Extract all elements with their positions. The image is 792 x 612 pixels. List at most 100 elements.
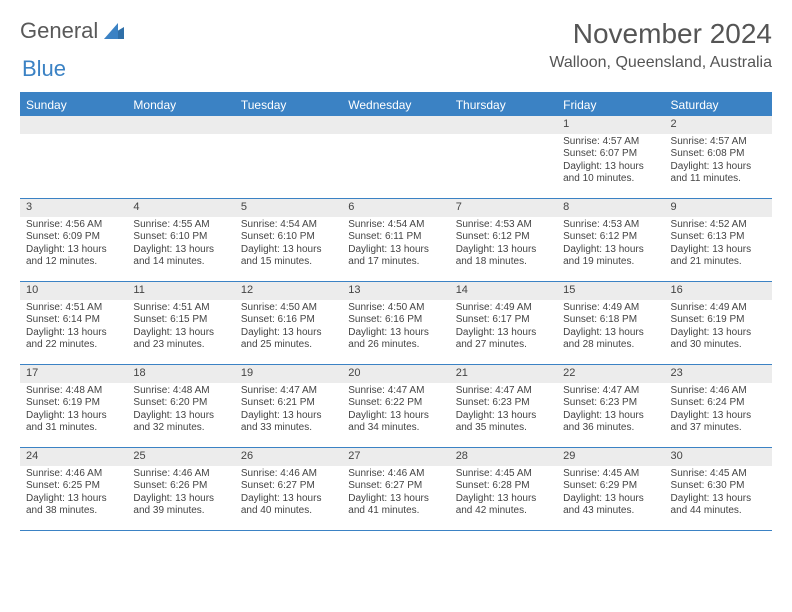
sunrise-text: Sunrise: 4:48 AM [133,385,228,398]
daylight-text: Daylight: 13 hours and 12 minutes. [26,244,121,269]
sunrise-text: Sunrise: 4:47 AM [348,385,443,398]
daylight-text: Daylight: 13 hours and 39 minutes. [133,493,228,518]
day-body: Sunrise: 4:47 AMSunset: 6:21 PMDaylight:… [235,383,342,439]
daylight-text: Daylight: 13 hours and 33 minutes. [241,410,336,435]
day-number: 14 [450,282,557,300]
day-number: 23 [665,365,772,383]
daylight-text: Daylight: 13 hours and 21 minutes. [671,244,766,269]
day-number: 20 [342,365,449,383]
sunset-text: Sunset: 6:29 PM [563,480,658,493]
day-cell [342,116,449,198]
day-number [20,116,127,134]
day-body: Sunrise: 4:46 AMSunset: 6:26 PMDaylight:… [127,466,234,522]
week-row: 3Sunrise: 4:56 AMSunset: 6:09 PMDaylight… [20,199,772,282]
day-cell: 6Sunrise: 4:54 AMSunset: 6:11 PMDaylight… [342,199,449,281]
day-number: 18 [127,365,234,383]
week-row: 1Sunrise: 4:57 AMSunset: 6:07 PMDaylight… [20,116,772,199]
day-number: 24 [20,448,127,466]
day-body: Sunrise: 4:51 AMSunset: 6:14 PMDaylight:… [20,300,127,356]
daylight-text: Daylight: 13 hours and 32 minutes. [133,410,228,435]
day-cell: 20Sunrise: 4:47 AMSunset: 6:22 PMDayligh… [342,365,449,447]
daylight-text: Daylight: 13 hours and 18 minutes. [456,244,551,269]
daylight-text: Daylight: 13 hours and 23 minutes. [133,327,228,352]
sunset-text: Sunset: 6:18 PM [563,314,658,327]
daylight-text: Daylight: 13 hours and 22 minutes. [26,327,121,352]
sunset-text: Sunset: 6:27 PM [348,480,443,493]
day-body: Sunrise: 4:52 AMSunset: 6:13 PMDaylight:… [665,217,772,273]
dayhead-fri: Friday [557,94,664,116]
sunset-text: Sunset: 6:12 PM [456,231,551,244]
sunrise-text: Sunrise: 4:54 AM [241,219,336,232]
day-number: 7 [450,199,557,217]
sunrise-text: Sunrise: 4:49 AM [456,302,551,315]
day-number: 3 [20,199,127,217]
sunset-text: Sunset: 6:15 PM [133,314,228,327]
day-body: Sunrise: 4:48 AMSunset: 6:20 PMDaylight:… [127,383,234,439]
day-number: 25 [127,448,234,466]
sunrise-text: Sunrise: 4:46 AM [133,468,228,481]
day-cell: 10Sunrise: 4:51 AMSunset: 6:14 PMDayligh… [20,282,127,364]
sunrise-text: Sunrise: 4:50 AM [241,302,336,315]
sunset-text: Sunset: 6:22 PM [348,397,443,410]
dayhead-sun: Sunday [20,94,127,116]
week-row: 17Sunrise: 4:48 AMSunset: 6:19 PMDayligh… [20,365,772,448]
day-body: Sunrise: 4:51 AMSunset: 6:15 PMDaylight:… [127,300,234,356]
day-body: Sunrise: 4:50 AMSunset: 6:16 PMDaylight:… [235,300,342,356]
day-cell: 23Sunrise: 4:46 AMSunset: 6:24 PMDayligh… [665,365,772,447]
day-number: 19 [235,365,342,383]
sunrise-text: Sunrise: 4:45 AM [456,468,551,481]
day-number [342,116,449,134]
day-cell: 26Sunrise: 4:46 AMSunset: 6:27 PMDayligh… [235,448,342,530]
daylight-text: Daylight: 13 hours and 14 minutes. [133,244,228,269]
day-body: Sunrise: 4:53 AMSunset: 6:12 PMDaylight:… [557,217,664,273]
day-cell: 8Sunrise: 4:53 AMSunset: 6:12 PMDaylight… [557,199,664,281]
day-body: Sunrise: 4:49 AMSunset: 6:19 PMDaylight:… [665,300,772,356]
daylight-text: Daylight: 13 hours and 17 minutes. [348,244,443,269]
sunset-text: Sunset: 6:19 PM [26,397,121,410]
day-number: 26 [235,448,342,466]
weeks-container: 1Sunrise: 4:57 AMSunset: 6:07 PMDaylight… [20,116,772,531]
day-body: Sunrise: 4:57 AMSunset: 6:07 PMDaylight:… [557,134,664,190]
day-cell: 2Sunrise: 4:57 AMSunset: 6:08 PMDaylight… [665,116,772,198]
sunrise-text: Sunrise: 4:49 AM [671,302,766,315]
sunrise-text: Sunrise: 4:46 AM [671,385,766,398]
sunset-text: Sunset: 6:21 PM [241,397,336,410]
day-cell: 11Sunrise: 4:51 AMSunset: 6:15 PMDayligh… [127,282,234,364]
daylight-text: Daylight: 13 hours and 11 minutes. [671,161,766,186]
day-cell: 30Sunrise: 4:45 AMSunset: 6:30 PMDayligh… [665,448,772,530]
day-cell: 13Sunrise: 4:50 AMSunset: 6:16 PMDayligh… [342,282,449,364]
sunrise-text: Sunrise: 4:57 AM [671,136,766,149]
sunset-text: Sunset: 6:17 PM [456,314,551,327]
day-number: 13 [342,282,449,300]
day-cell: 5Sunrise: 4:54 AMSunset: 6:10 PMDaylight… [235,199,342,281]
day-cell: 12Sunrise: 4:50 AMSunset: 6:16 PMDayligh… [235,282,342,364]
day-cell: 28Sunrise: 4:45 AMSunset: 6:28 PMDayligh… [450,448,557,530]
dayhead-sat: Saturday [665,94,772,116]
day-number: 6 [342,199,449,217]
day-body [235,134,342,140]
day-cell: 1Sunrise: 4:57 AMSunset: 6:07 PMDaylight… [557,116,664,198]
day-number: 8 [557,199,664,217]
day-number: 10 [20,282,127,300]
sunrise-text: Sunrise: 4:46 AM [26,468,121,481]
day-number: 1 [557,116,664,134]
sunset-text: Sunset: 6:10 PM [133,231,228,244]
day-cell: 25Sunrise: 4:46 AMSunset: 6:26 PMDayligh… [127,448,234,530]
sunrise-text: Sunrise: 4:54 AM [348,219,443,232]
day-cell: 22Sunrise: 4:47 AMSunset: 6:23 PMDayligh… [557,365,664,447]
title-block: November 2024 Walloon, Queensland, Austr… [549,18,772,72]
sunset-text: Sunset: 6:13 PM [671,231,766,244]
day-body [342,134,449,140]
day-body: Sunrise: 4:54 AMSunset: 6:11 PMDaylight:… [342,217,449,273]
sunset-text: Sunset: 6:12 PM [563,231,658,244]
day-body: Sunrise: 4:56 AMSunset: 6:09 PMDaylight:… [20,217,127,273]
day-body: Sunrise: 4:45 AMSunset: 6:30 PMDaylight:… [665,466,772,522]
daylight-text: Daylight: 13 hours and 43 minutes. [563,493,658,518]
sunset-text: Sunset: 6:30 PM [671,480,766,493]
daylight-text: Daylight: 13 hours and 10 minutes. [563,161,658,186]
dayhead-wed: Wednesday [342,94,449,116]
sunrise-text: Sunrise: 4:51 AM [26,302,121,315]
day-body [20,134,127,140]
day-cell: 19Sunrise: 4:47 AMSunset: 6:21 PMDayligh… [235,365,342,447]
day-body: Sunrise: 4:46 AMSunset: 6:24 PMDaylight:… [665,383,772,439]
